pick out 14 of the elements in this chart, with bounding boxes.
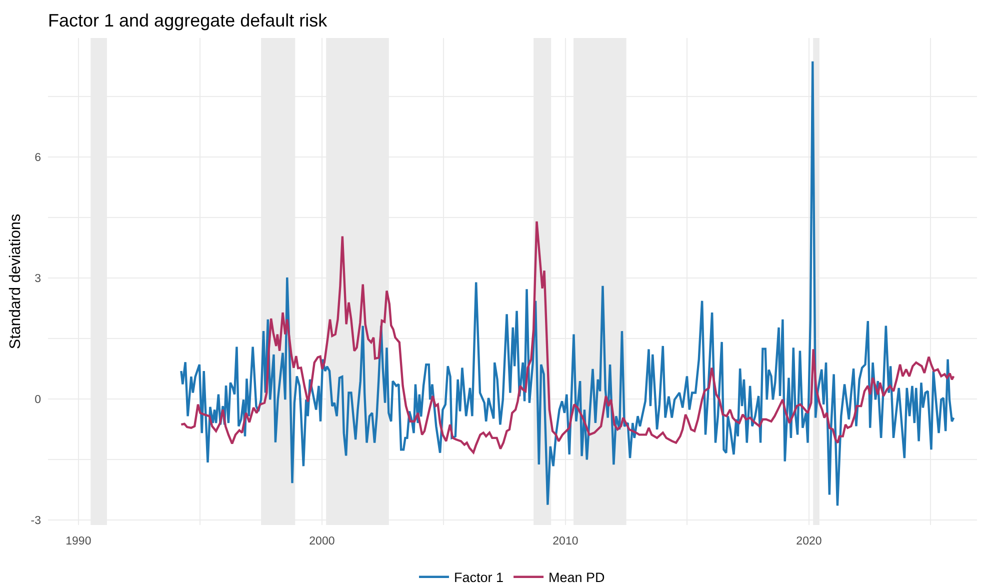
line-series [180, 220, 955, 454]
y-axis-title: Standard deviations [6, 214, 24, 350]
y-tick-label: 3 [34, 272, 41, 285]
x-tick-label: 2010 [552, 536, 578, 548]
y-tick-label: 6 [34, 152, 41, 164]
y-tick-label: 0 [34, 394, 41, 406]
line-series [180, 60, 955, 507]
legend-label: Factor 1 [454, 570, 504, 584]
legend-label: Mean PD [548, 570, 606, 584]
x-tick-label: 2000 [309, 536, 335, 548]
chart-title: Factor 1 and aggregate default risk [48, 10, 328, 30]
x-tick-label: 2020 [796, 536, 822, 548]
y-tick-label: -3 [30, 514, 41, 527]
x-tick-label: 1990 [66, 536, 92, 548]
